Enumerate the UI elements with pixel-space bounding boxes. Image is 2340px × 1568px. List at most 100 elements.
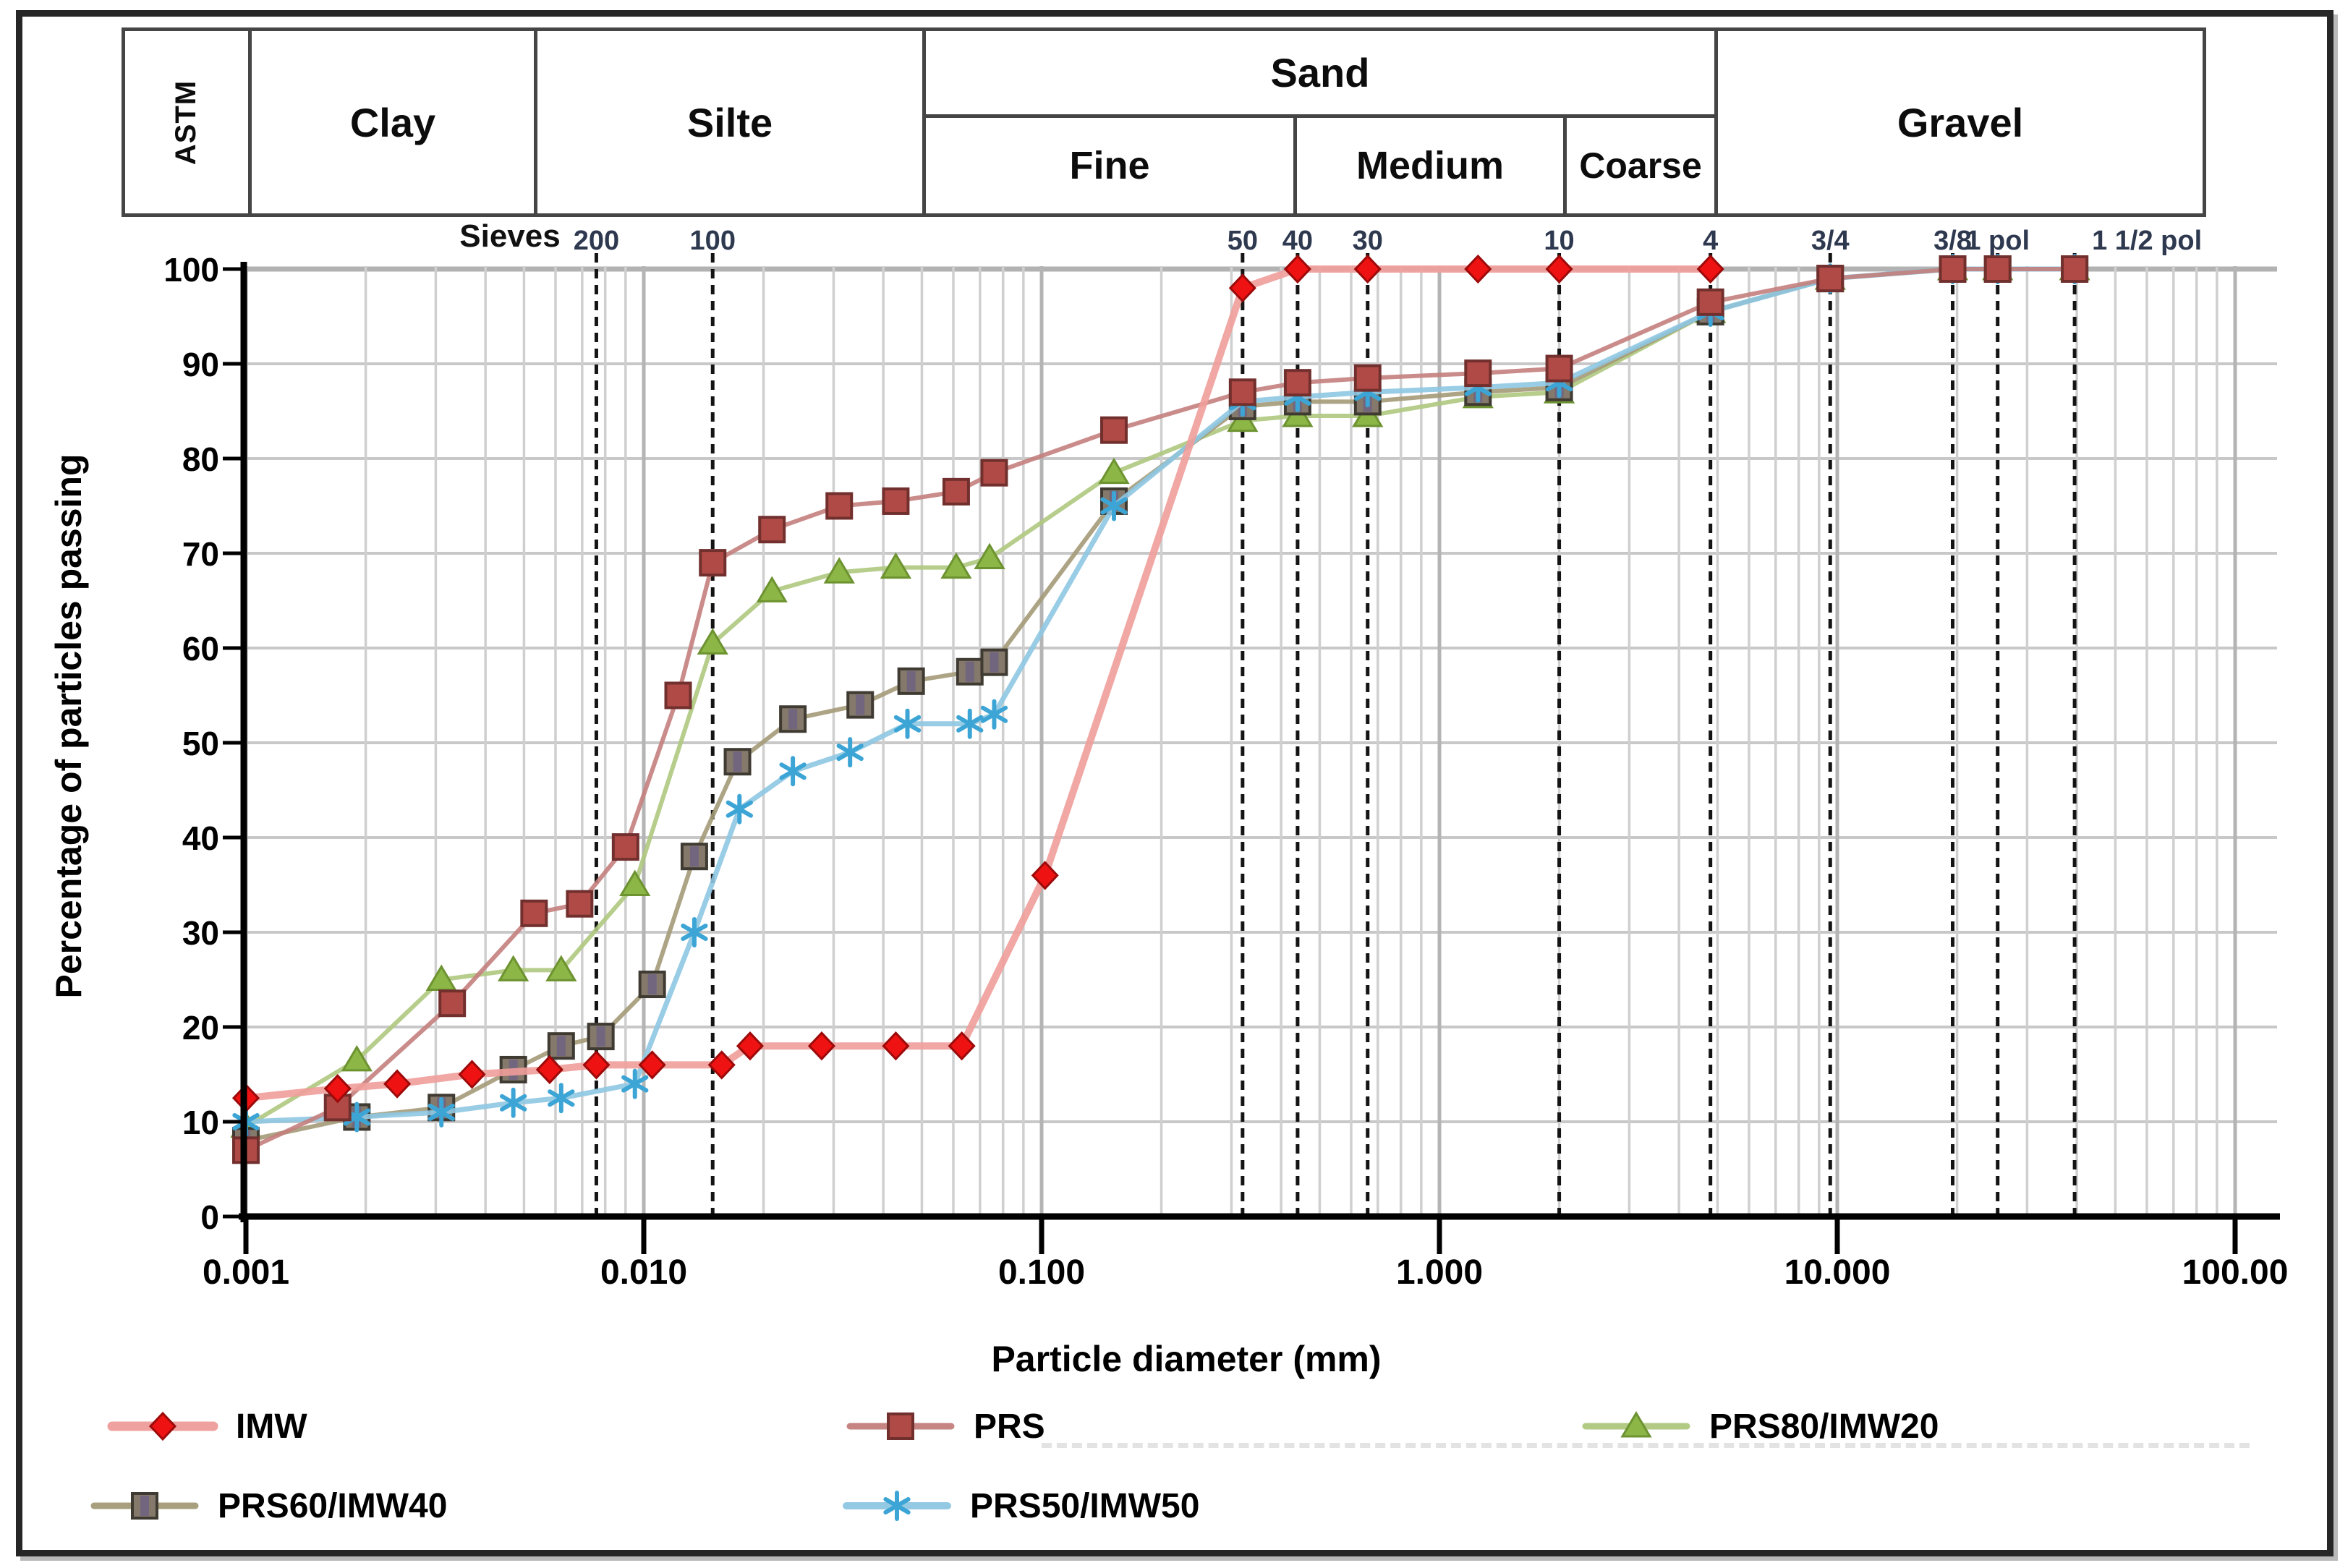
marker-diamond [707,1050,736,1080]
y-tick-label: 90 [182,346,219,383]
x-tick-label: 10.000 [1784,1253,1891,1292]
legend-item-prs80-imw20: PRS80/IMW20 [1567,1393,1939,1460]
gravel-label: Gravel [1897,99,2024,145]
marker-square [1545,354,1573,383]
legend-marker-PRS60/IMW40 [90,1492,199,1520]
marker-square-stripe [788,709,798,730]
x-tick-label: 0.010 [600,1253,687,1292]
marker-diamond [882,1031,910,1061]
marker-asterisk-spoke [621,1075,649,1093]
marker-square [1939,255,1967,283]
marker-square-stripe [856,694,865,715]
marker-diamond [582,1050,610,1080]
clay-cell: Clay [248,27,537,217]
sieve-label-200: 200 [574,226,619,256]
marker-square [1464,359,1492,388]
y-tick-label: 10 [182,1104,219,1141]
sieve-label-1 1/2 pol: 1 1/2 pol [2092,226,2202,256]
sieve-label-100: 100 [690,226,736,256]
marker-asterisk-spoke [980,705,1008,723]
marker-triangle [498,955,529,981]
marker-asterisk-spoke [499,1094,527,1112]
marker-square [980,459,1008,487]
marker-square [566,890,594,918]
astm-cell: ASTM [122,27,252,217]
marker-square [779,705,807,733]
marker-asterisk-spoke [681,924,708,941]
marker-square [887,1413,914,1440]
legend-label-prs80-imw20: PRS80/IMW20 [1709,1407,1939,1446]
x-tick-label: 0.100 [998,1253,1085,1292]
marker-square [1228,378,1256,406]
marker-diamond [1228,273,1256,303]
legend-label-prs: PRS [974,1407,1045,1446]
marker-square-stripe [647,974,657,995]
marker-diamond [458,1060,486,1089]
y-tick-label: 100 [163,251,219,289]
marker-square [825,492,854,520]
marker-triangle [697,628,728,655]
y-tick-label: 40 [182,819,219,857]
prs60-imw40-marker-icon [76,1473,213,1539]
marker-square-stripe [596,1026,605,1047]
marker-diamond [148,1411,177,1441]
legend-label-imw: IMW [236,1407,307,1446]
marker-square [942,477,970,506]
marker-square [1816,265,1845,293]
marker-square [882,487,910,515]
y-tick-label: 50 [182,725,219,762]
imw-marker-icon [94,1393,231,1460]
legend-marker-svg [1582,1411,1690,1438]
marker-asterisk-spoke [956,715,984,733]
legend-label-prs60-imw40: PRS60/IMW40 [218,1486,448,1525]
clay-label: Clay [349,99,436,145]
marker-diamond [323,1073,352,1104]
marker-square [1283,369,1311,397]
marker-triangle [974,542,1005,570]
marker-diamond [1283,254,1311,284]
marker-square-stripe [990,652,999,673]
marker-triangle [1098,457,1130,485]
marker-square [438,989,467,1018]
marker-diamond [383,1069,412,1099]
marker-triangle [545,955,577,981]
legend-item-prs60-imw40: PRS60/IMW40 [76,1473,447,1539]
y-tick-label: 30 [182,914,219,952]
marker-square [520,899,548,927]
legend-marker-svg [107,1411,218,1441]
marker-square [2061,255,2089,283]
marker-asterisk-spoke [836,743,864,762]
prs80-imw20-marker-icon [1567,1393,1705,1460]
marker-square [1100,416,1128,444]
x-tick-label: 100.00 [2182,1253,2289,1292]
marker-asterisk-spoke [343,1108,370,1126]
marker-square-stripe [733,751,742,772]
marker-diamond [1464,254,1492,284]
marker-diamond [1031,861,1059,890]
ghost-artifact-line [1042,1443,2250,1448]
grid-horizontal [244,266,2277,1123]
legend-label-prs50-imw50: PRS50/IMW50 [970,1486,1200,1525]
sieve-label-3/4: 3/4 [1811,226,1850,256]
x-tick-label: 0.001 [203,1253,289,1292]
marker-asterisk-spoke [427,1103,455,1121]
series-IMW [231,254,1724,1113]
y-tick-label: 60 [182,630,219,668]
sieve-label-30: 30 [1353,226,1383,256]
legend-marker-PRS50/IMW50 [843,1491,951,1521]
legend-item-prs: PRS [832,1393,1045,1460]
marker-diamond [1696,254,1724,284]
medium-label: Medium [1356,144,1504,187]
marker-asterisk-spoke [1100,497,1128,515]
x-tick-label: 1.000 [1396,1253,1483,1292]
marker-square [611,833,639,861]
sieve-label-4: 4 [1703,226,1718,256]
marker-triangle [1620,1411,1652,1438]
marker-asterisk-spoke [883,1497,911,1514]
sand-label: Sand [1270,50,1370,95]
y-tick-label: 80 [182,440,219,478]
legend-marker-svg [90,1492,199,1520]
marker-asterisk-spoke [548,1089,575,1107]
